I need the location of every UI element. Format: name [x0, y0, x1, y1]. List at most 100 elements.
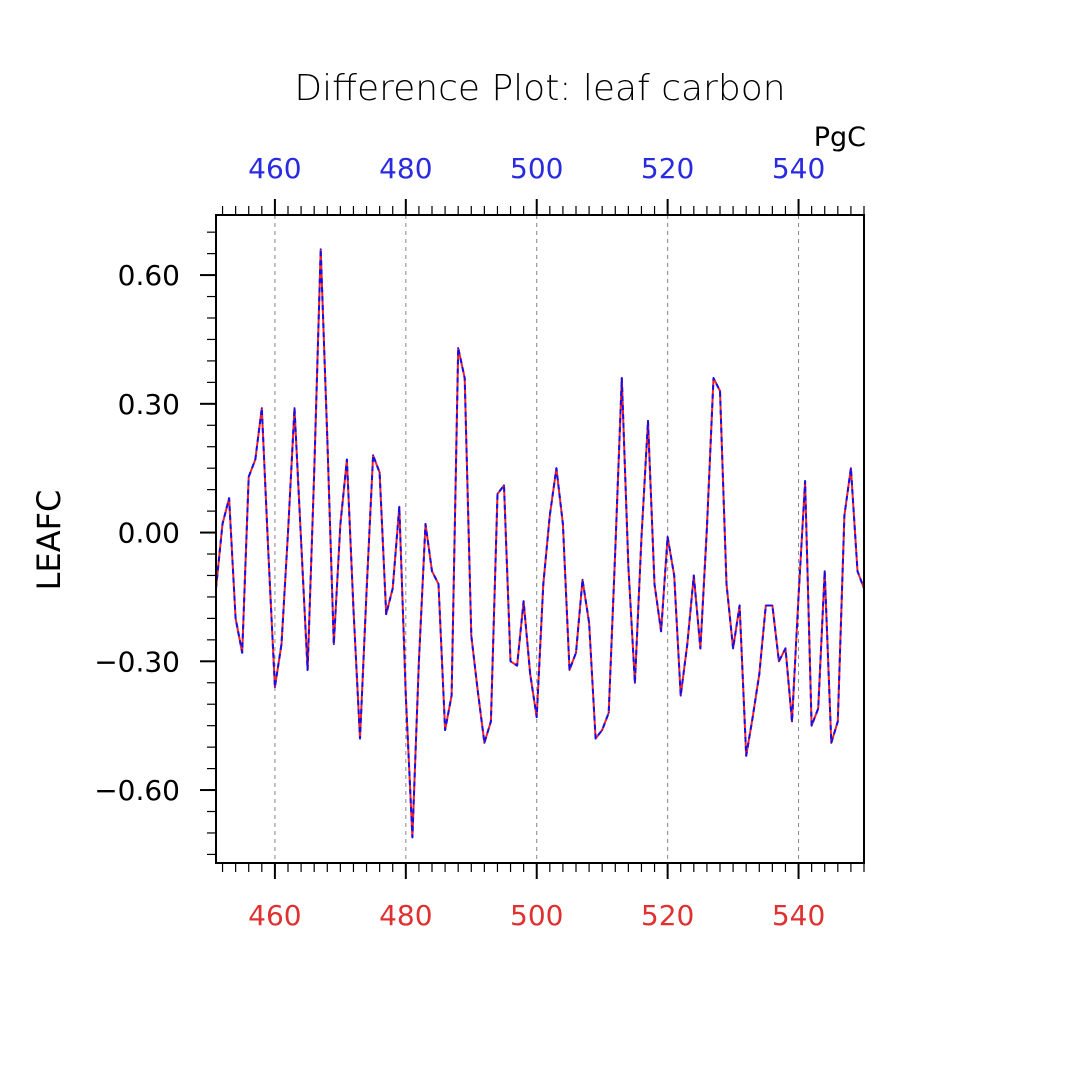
data-point	[444, 729, 446, 731]
data-point	[751, 716, 754, 718]
data-point	[365, 591, 368, 594]
data-point	[418, 660, 420, 663]
data-point	[699, 647, 702, 650]
data-point	[522, 600, 525, 603]
data-point	[274, 686, 276, 688]
data-point	[621, 377, 623, 379]
data-point	[784, 647, 787, 650]
data-point	[640, 536, 643, 538]
data-point	[496, 493, 499, 495]
data-point	[359, 737, 361, 740]
data-point	[686, 643, 689, 645]
x-tick-label-top-500: 500	[510, 152, 563, 185]
data-point	[738, 604, 741, 607]
y-tick-label-1: 0.30	[118, 388, 180, 421]
data-point	[346, 458, 348, 461]
data-point	[535, 716, 538, 718]
data-point	[647, 420, 649, 422]
data-point	[313, 471, 315, 474]
data-point	[581, 578, 584, 581]
data-point	[719, 390, 721, 392]
x-tick-label-bottom-500: 500	[510, 899, 563, 932]
data-point	[267, 553, 270, 555]
data-point	[391, 587, 394, 590]
data-point	[319, 248, 322, 251]
data-point	[483, 742, 486, 744]
data-point	[725, 583, 728, 585]
y-axis-label: LEAFC	[30, 490, 68, 591]
data-point	[247, 475, 250, 478]
x-tick-label-bottom-460: 460	[248, 899, 301, 932]
data-point	[411, 836, 414, 839]
data-point	[542, 583, 545, 585]
data-point	[555, 467, 558, 469]
data-point	[254, 458, 257, 461]
data-point	[562, 523, 564, 525]
y-tick-label-3: −0.30	[94, 645, 180, 678]
data-point	[666, 536, 669, 538]
data-point	[601, 729, 603, 731]
data-point	[712, 377, 715, 379]
data-point	[378, 471, 381, 474]
data-point	[810, 724, 813, 727]
units-label: PgC	[814, 122, 866, 153]
data-point	[372, 454, 374, 457]
data-point	[424, 523, 427, 525]
data-point	[549, 514, 551, 517]
data-point	[470, 634, 473, 637]
data-point	[594, 737, 597, 740]
x-tick-label-top-480: 480	[379, 152, 432, 185]
data-point	[673, 574, 675, 577]
data-point	[758, 673, 761, 675]
data-point	[261, 407, 263, 409]
data-point	[850, 467, 852, 469]
data-point	[457, 347, 459, 349]
data-point	[306, 669, 309, 671]
y-tick-label-4: −0.60	[94, 774, 180, 807]
axes	[200, 199, 865, 879]
data-point	[503, 484, 505, 487]
data-point	[490, 720, 492, 723]
data-point	[293, 407, 296, 409]
x-tick-label-bottom-480: 480	[379, 899, 432, 932]
series-line-1	[215, 248, 865, 839]
data-point	[653, 583, 656, 585]
data-point	[398, 506, 401, 508]
x-tick-label-top-460: 460	[248, 152, 301, 185]
chart-title: Difference Plot: leaf carbon	[294, 68, 785, 109]
data-point	[437, 583, 440, 585]
data-point	[463, 377, 466, 379]
data-point	[588, 621, 590, 624]
data-point	[575, 651, 577, 654]
data-point	[634, 681, 636, 684]
data-point	[843, 514, 846, 517]
data-point	[660, 630, 662, 633]
data-point	[326, 437, 329, 439]
data-point	[732, 647, 734, 650]
x-tick-label-bottom-540: 540	[772, 899, 825, 932]
data-point	[241, 651, 243, 654]
data-point	[450, 694, 453, 697]
y-tick-label-2: 0.00	[118, 517, 180, 550]
data-point	[607, 712, 610, 714]
data-point	[627, 566, 630, 568]
data-point	[405, 694, 407, 697]
data-point	[529, 673, 531, 675]
data-point	[516, 664, 518, 667]
data-point	[614, 548, 617, 551]
data-point	[778, 660, 780, 663]
data-point	[745, 754, 747, 757]
data-point	[477, 690, 479, 693]
data-point	[287, 531, 289, 534]
data-point	[823, 570, 826, 572]
data-point	[706, 527, 708, 530]
data-point	[234, 617, 237, 620]
data-point	[817, 707, 819, 710]
data-point	[679, 694, 682, 697]
data-point	[352, 609, 355, 611]
data-point	[568, 669, 571, 671]
series-layer	[215, 248, 865, 839]
data-point	[509, 660, 512, 663]
